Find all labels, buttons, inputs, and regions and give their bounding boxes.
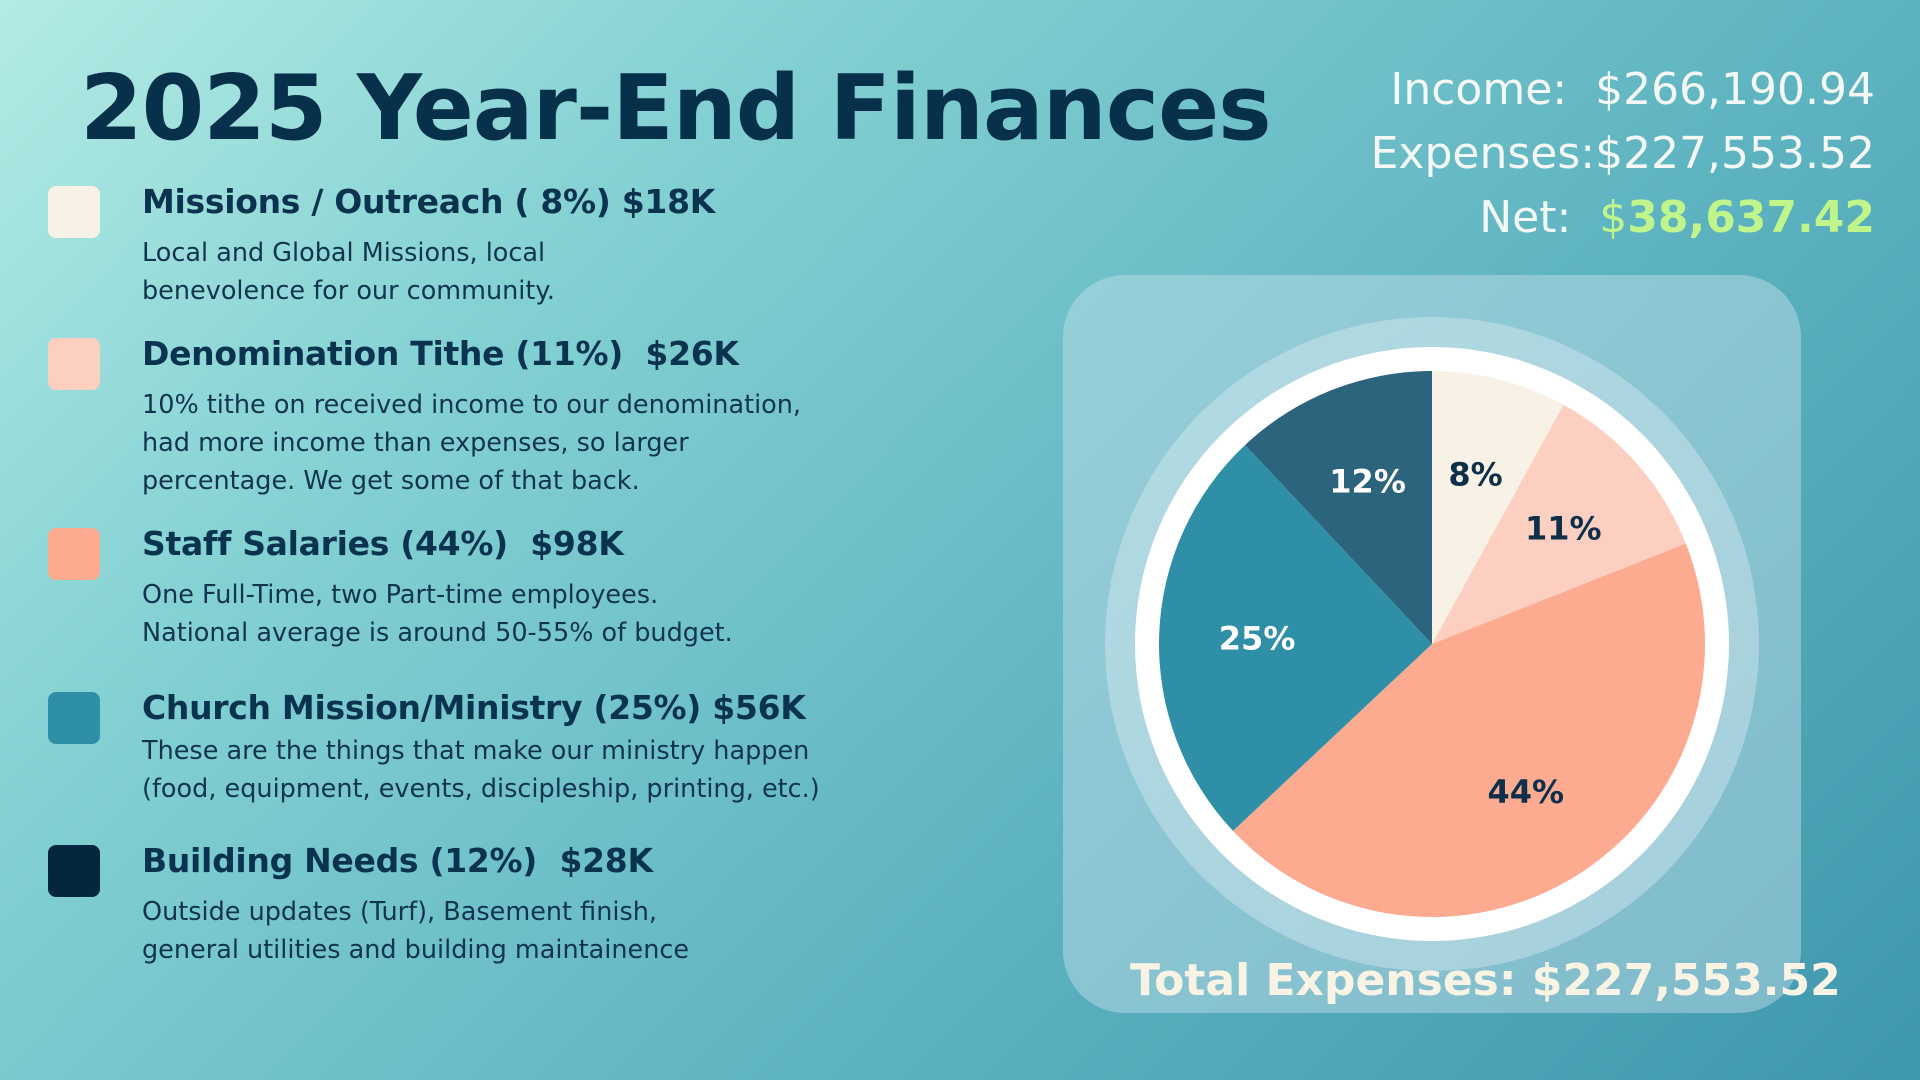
legend-heading-ministry: Church Mission/Ministry (25%) $56K [142,688,806,727]
expense-pie-chart: 8% 11% 44% 25% 12% [1105,317,1759,971]
pie-label-tithe: 11% [1525,509,1602,547]
expenses-label: Expenses: [1370,128,1596,179]
legend-desc-tithe: 10% tithe on received income to our deno… [142,386,882,500]
legend-swatch-building [48,845,100,897]
legend-desc-missions: Local and Global Missions, local benevol… [142,234,882,310]
legend-desc-building: Outside updates (Turf), Basement finish,… [142,893,882,969]
income-label: Income: [1390,64,1568,115]
legend-heading-building: Building Needs (12%) $28K [142,841,653,880]
pie-label-building: 12% [1329,462,1406,500]
legend-desc-line: National average is around 50-55% of bud… [142,618,733,648]
net-label: Net: [1479,192,1572,243]
net-value: 38,637.42 [1627,192,1875,243]
expenses-value: $227,553.52 [1595,128,1875,179]
legend-desc-line: had more income than expenses, so larger [142,428,689,458]
legend-heading-missions: Missions / Outreach ( 8%) $18K [142,182,715,221]
pie-label-ministry: 25% [1219,620,1296,658]
page-title: 2025 Year-End Finances [80,56,1272,161]
legend-swatch-tithe [48,338,100,390]
legend-desc-line: (food, equipment, events, discipleship, … [142,774,820,804]
legend-heading-tithe: Denomination Tithe (11%) $26K [142,334,739,373]
legend-swatch-ministry [48,692,100,744]
legend-desc-line: percentage. We get some of that back. [142,466,640,496]
legend-desc-line: Outside updates (Turf), Basement finish, [142,897,658,927]
finance-summary: Income: $266,190.94 Expenses:$227,553.52… [1371,58,1875,250]
legend-desc-line: 10% tithe on received income to our deno… [142,390,802,420]
legend-heading-salaries: Staff Salaries (44%) $98K [142,524,624,563]
pie-slice-tithe [1432,404,1686,644]
legend-desc-salaries: One Full-Time, two Part-time employees. … [142,576,882,652]
chart-panel: 8% 11% 44% 25% 12% [1063,275,1801,1013]
pie-label-salaries: 44% [1487,773,1564,811]
pie-slice-salaries [1232,543,1705,917]
legend-desc-line: Local and Global Missions, local [142,238,546,268]
legend-desc-ministry: These are the things that make our minis… [142,732,882,808]
legend-desc-line: general utilities and building maintaine… [142,935,690,965]
legend-swatch-salaries [48,528,100,580]
expenses-line: Expenses:$227,553.52 [1371,122,1875,186]
total-expenses-label: Total Expenses: $227,553.52 [1130,955,1841,1006]
income-line: Income: $266,190.94 [1371,58,1875,122]
net-line: Net: $38,637.42 [1371,186,1875,250]
net-dollar: $ [1599,192,1628,243]
legend-swatch-missions [48,186,100,238]
pie-slice-ministry [1159,444,1432,831]
pie-slice-missions [1432,371,1564,644]
pie-label-missions: 8% [1448,455,1502,493]
legend-desc-line: benevolence for our community. [142,276,555,306]
legend-desc-line: These are the things that make our minis… [142,736,810,766]
income-value: $266,190.94 [1595,64,1875,115]
legend-desc-line: One Full-Time, two Part-time employees. [142,580,659,610]
pie-slice-building [1245,371,1432,644]
